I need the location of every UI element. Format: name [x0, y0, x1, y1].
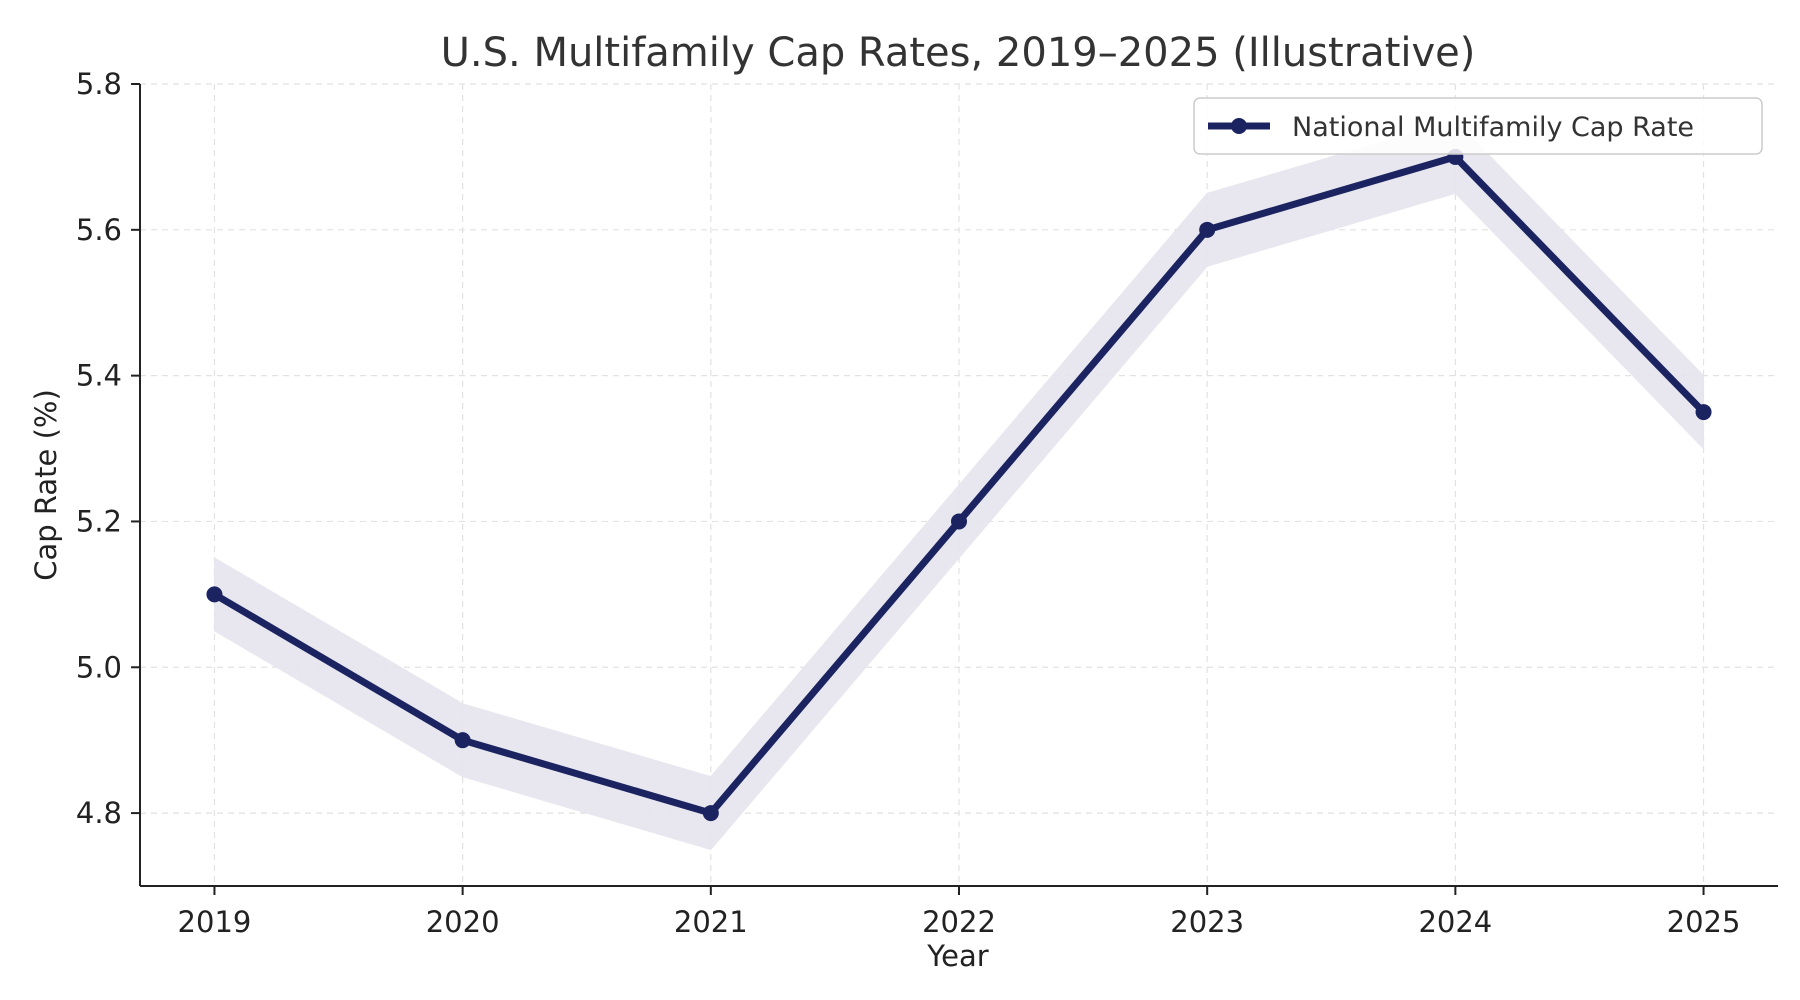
x-tick-label-4: 2023 — [1170, 905, 1244, 939]
data-point-2022 — [951, 513, 967, 530]
x-tick-label-6: 2025 — [1667, 905, 1741, 939]
x-tick-label-3: 2022 — [922, 905, 996, 939]
y-tick-label-1: 5.0 — [76, 650, 122, 684]
data-point-2021 — [702, 805, 719, 822]
legend-marker-swatch — [1231, 118, 1247, 134]
data-point-2025 — [1695, 404, 1712, 421]
x-tick-label-1: 2020 — [426, 905, 500, 939]
y-tick-label-3: 5.4 — [76, 359, 122, 393]
legend: National Multifamily Cap Rate — [1193, 97, 1763, 155]
y-axis-label: Cap Rate (%) — [29, 389, 63, 581]
y-axis-ticks: 4.8 5.0 5.2 5.4 5.6 5.8 — [76, 67, 140, 830]
confidence-band — [213, 119, 1705, 851]
y-tick-label-4: 5.6 — [76, 213, 122, 247]
x-tick-label-2: 2021 — [674, 905, 748, 939]
legend-box — [1193, 97, 1763, 155]
x-tick-label-5: 2024 — [1418, 905, 1492, 939]
data-point-2019 — [206, 586, 223, 603]
x-tick-label-0: 2019 — [178, 905, 252, 939]
x-axis-ticks: 2019 2020 2021 2022 2023 2024 2025 — [178, 886, 1741, 939]
data-point-2023 — [1199, 221, 1216, 238]
y-tick-label-5: 5.8 — [76, 67, 122, 101]
legend-label: National Multifamily Cap Rate — [1292, 112, 1694, 143]
chart-title: U.S. Multifamily Cap Rates, 2019–2025 (I… — [441, 30, 1476, 76]
y-tick-label-0: 4.8 — [76, 796, 122, 830]
data-point-2020 — [454, 732, 471, 749]
x-axis-label: Year — [926, 939, 988, 973]
confidence-band-layer — [213, 119, 1705, 851]
y-tick-label-2: 5.2 — [76, 504, 122, 538]
